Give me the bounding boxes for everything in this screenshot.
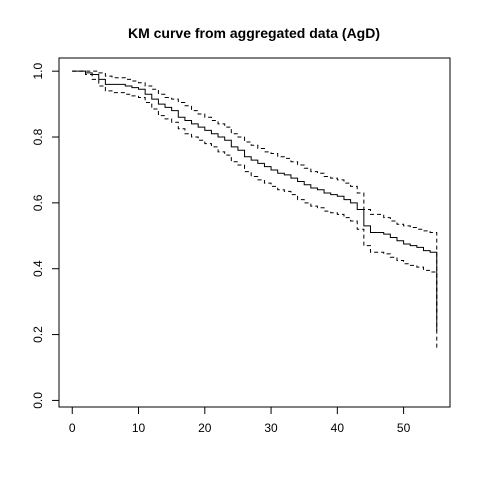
x-axis: 0 10 20 30 40 50 [69,406,411,435]
x-tick-label: 30 [264,421,278,435]
x-tick-label: 0 [69,421,76,435]
ci-line-1 [72,70,438,315]
y-tick-label: 1.0 [31,63,45,80]
y-tick-label: 0.6 [31,194,45,211]
x-tick-label: 10 [132,421,146,435]
y-axis: 0.0 0.2 0.4 0.6 0.8 1.0 [31,63,60,409]
y-tick-label: 0.2 [31,326,45,343]
km-survival-line [72,70,438,332]
x-tick-label: 50 [397,421,411,435]
x-tick-label: 40 [331,421,345,435]
series-layer [72,70,438,348]
x-tick-label: 20 [198,421,212,435]
chart-title: KM curve from aggregated data (AgD) [128,25,380,41]
ci-line-2 [72,70,438,348]
y-tick-label: 0.0 [31,392,45,409]
y-tick-label: 0.4 [31,260,45,277]
y-tick-label: 0.8 [31,128,45,145]
plot-frame [58,57,451,408]
